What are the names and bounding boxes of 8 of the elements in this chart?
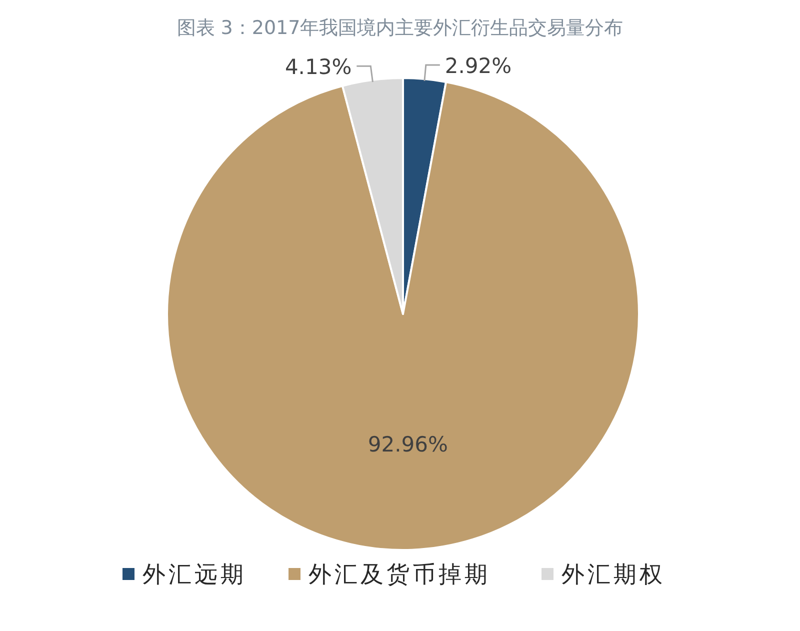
data-label: 2.92% <box>444 54 512 78</box>
data-label: 4.13% <box>284 55 352 80</box>
legend-label: 外汇远期 <box>142 562 246 588</box>
pie-slice <box>166 80 640 551</box>
data-label: 92.96% <box>368 432 448 457</box>
chart-title: 图表 3：2017年我国境内主要外汇衍生品交易量分布 <box>176 17 624 39</box>
legend-label: 外汇期权 <box>562 562 666 588</box>
legend-label: 外汇及货币掉期 <box>308 562 490 588</box>
